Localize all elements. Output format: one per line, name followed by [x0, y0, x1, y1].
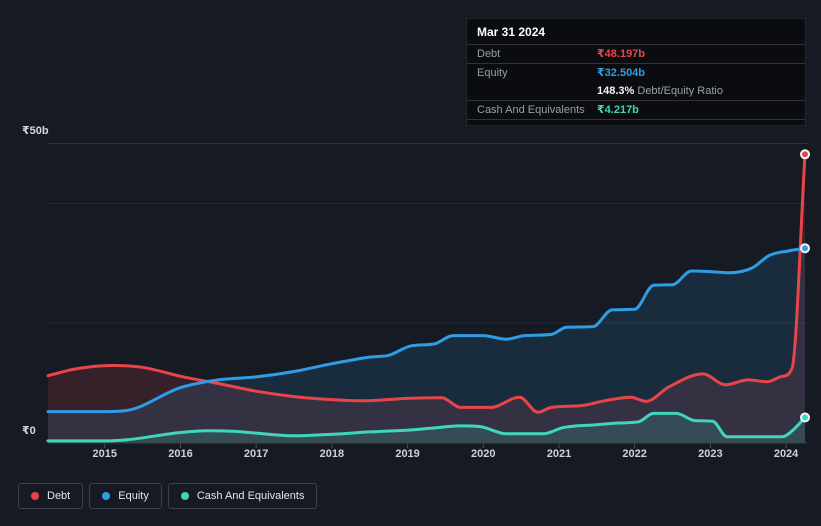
y-axis-label-0: ₹0	[22, 425, 36, 437]
legend-label-debt: Debt	[47, 490, 71, 502]
x-axis-label-2018: 2018	[319, 448, 345, 460]
tooltip-equity-value: ₹32.504b	[597, 67, 646, 79]
tooltip-row-cash: Cash And Equivalents ₹4.217b	[467, 101, 805, 120]
debt-series-dot-icon	[31, 492, 39, 500]
line-debt	[46, 152, 807, 414]
x-axis-label-2024: 2024	[773, 448, 799, 460]
x-axis-label-2015: 2015	[92, 448, 118, 460]
tooltip-debt-value: ₹48.197b	[597, 48, 646, 60]
tooltip-ratio-label: Debt/Equity Ratio	[634, 85, 723, 97]
tooltip-row-debt: Debt ₹48.197b	[467, 45, 805, 64]
equity-series-dot-icon	[102, 492, 111, 500]
tooltip-row-ratio: 148.3% Debt/Equity Ratio	[467, 82, 805, 101]
tooltip-cash-label: Cash And Equivalents	[477, 104, 585, 116]
x-axis-label-2016: 2016	[168, 448, 193, 460]
x-axis-label-2021: 2021	[546, 448, 572, 460]
area-cash-and-equivalents	[48, 413, 805, 443]
tooltip-date: Mar 31 2024	[467, 19, 805, 45]
x-axis-label-2020: 2020	[471, 448, 496, 460]
tooltip-row-equity: Equity ₹32.504b	[467, 64, 805, 82]
x-axis-label-2017: 2017	[243, 448, 269, 460]
tooltip-ratio-value: 148.3%	[597, 85, 635, 97]
line-cash-and-equivalents	[46, 411, 807, 443]
marker-equity	[800, 243, 810, 254]
chart-legend: Debt Equity Cash And Equivalents	[18, 483, 318, 509]
chart-tooltip: Mar 31 2024 Debt ₹48.197b Equity ₹32.504…	[466, 18, 806, 126]
x-axis-label-2022: 2022	[622, 448, 647, 460]
y-axis-label-50b: ₹50b	[22, 125, 49, 137]
legend-item-cash[interactable]: Cash And Equivalents	[167, 483, 318, 509]
legend-item-equity[interactable]: Equity	[89, 483, 162, 509]
line-equity	[46, 246, 807, 414]
x-axis-label-2023: 2023	[698, 448, 723, 460]
legend-label-cash: Cash And Equivalents	[196, 490, 305, 502]
tooltip-cash-value: ₹4.217b	[597, 104, 639, 116]
tooltip-debt-label: Debt	[477, 48, 501, 60]
tooltip-equity-label: Equity	[477, 67, 508, 79]
marker-debt	[800, 149, 810, 160]
marker-cash-and-equivalents	[800, 412, 810, 423]
legend-label-equity: Equity	[118, 490, 149, 502]
x-axis-label-2019: 2019	[395, 448, 420, 460]
tooltip-ratio: 148.3% Debt/Equity Ratio	[597, 85, 723, 97]
area-debt	[48, 154, 805, 444]
legend-item-debt[interactable]: Debt	[18, 483, 84, 509]
cash-series-dot-icon	[180, 492, 189, 500]
